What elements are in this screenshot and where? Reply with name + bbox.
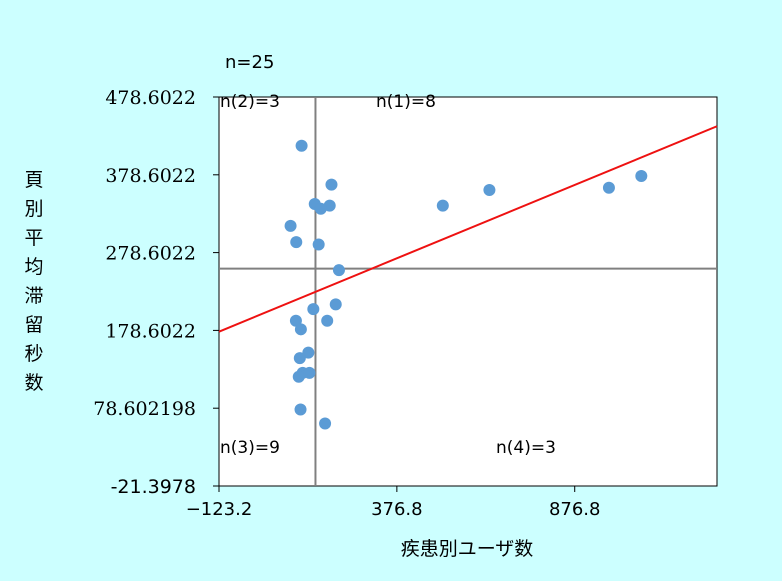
y-tick-label-2: 78.602198 bbox=[93, 398, 196, 420]
sample-size-label: n=25 bbox=[225, 52, 274, 73]
data-point-9 bbox=[332, 264, 345, 277]
data-point-16 bbox=[321, 314, 334, 327]
data-point-25 bbox=[319, 417, 332, 430]
quadrant-label-4: n(4)=3 bbox=[496, 438, 556, 458]
trendline-layer bbox=[218, 125, 718, 333]
data-point-12 bbox=[602, 181, 615, 194]
data-point-8 bbox=[312, 238, 325, 251]
quadrant-label-2: n(2)=3 bbox=[220, 92, 280, 112]
data-point-13 bbox=[635, 170, 648, 183]
data-point-6 bbox=[284, 219, 297, 232]
data-point-22 bbox=[303, 366, 316, 379]
x-tick-label-3: 876.8 bbox=[549, 499, 601, 520]
x-tick-label-2: 376.8 bbox=[371, 499, 423, 520]
y-tick-label-1: -21.3978 bbox=[111, 476, 196, 498]
plot-area bbox=[218, 96, 718, 487]
data-point-24 bbox=[294, 403, 307, 416]
data-point-20 bbox=[293, 352, 306, 365]
tick-layer: −123.2 376.8 876.8 -21.3978 78.602198 178.602… bbox=[93, 87, 600, 520]
data-point-15 bbox=[329, 298, 342, 311]
data-point-10 bbox=[483, 184, 496, 197]
y-tick-label-4: 278.6022 bbox=[105, 243, 196, 265]
quadrant-label-1: n(1)=8 bbox=[376, 92, 436, 112]
data-point-14 bbox=[307, 303, 320, 316]
quadrant-label-3: n(3)=9 bbox=[220, 438, 280, 458]
data-point-18 bbox=[294, 323, 307, 336]
points-layer bbox=[284, 139, 648, 430]
data-point-19 bbox=[302, 346, 315, 359]
data-point-23 bbox=[292, 370, 305, 383]
data-point-11 bbox=[436, 199, 449, 212]
data-point-7 bbox=[290, 236, 303, 249]
trendline bbox=[218, 125, 718, 333]
data-point-5 bbox=[314, 202, 327, 215]
y-tick-label-5: 378.6022 bbox=[105, 165, 196, 187]
data-point-1 bbox=[295, 139, 308, 152]
y-tick-label-6: 478.6022 bbox=[105, 87, 196, 109]
data-point-2 bbox=[325, 178, 338, 191]
x-axis-label: 疾患別ユーザ数 bbox=[401, 538, 534, 560]
y-axis-label: 頁別平均滞留秒数 bbox=[24, 169, 43, 394]
x-tick-label-1: −123.2 bbox=[186, 499, 253, 520]
y-tick-label-3: 178.6022 bbox=[105, 320, 196, 342]
